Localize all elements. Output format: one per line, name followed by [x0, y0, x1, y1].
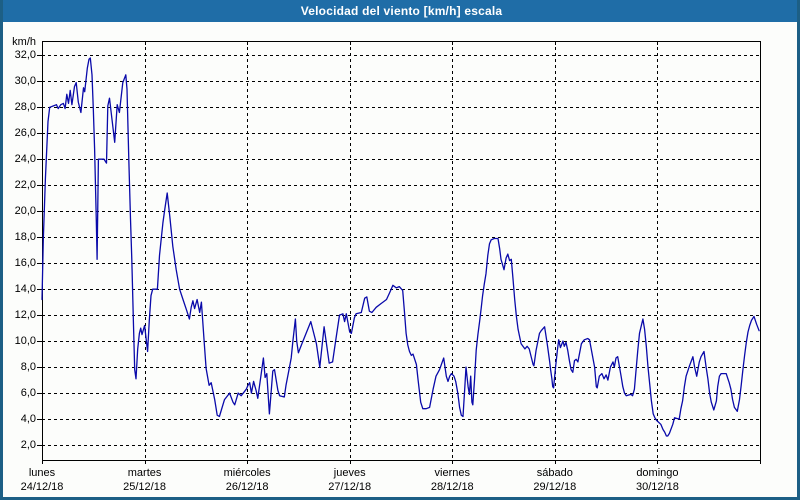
y-tick-label: 24,0: [14, 153, 36, 166]
day-name: domingo: [636, 467, 679, 479]
x-day-label: jueves 27/12/18: [300, 466, 400, 494]
day-date: 27/12/18: [328, 481, 372, 493]
day-name: martes: [127, 467, 162, 479]
y-axis-unit-label: km/h: [12, 36, 36, 49]
day-name: viernes: [434, 467, 471, 479]
y-tick-label: 12,0: [14, 309, 36, 322]
y-tick-label: 6,0: [20, 387, 36, 400]
day-name: lunes: [28, 467, 56, 479]
x-day-label: miércoles 26/12/18: [197, 466, 297, 494]
chart-region: km/h 2,0 4,0 6,0 8,0 10,0 12,0 14,0 16,0 18,0 20,…: [3, 22, 797, 497]
x-day-label: sábado 29/12/18: [505, 466, 605, 494]
y-tick-label: 18,0: [14, 231, 36, 244]
day-date: 30/12/18: [636, 481, 679, 493]
y-tick-label: 10,0: [14, 335, 36, 348]
day-name: miércoles: [223, 467, 271, 479]
x-day-label: martes 25/12/18: [95, 466, 195, 494]
day-name: jueves: [333, 467, 366, 479]
day-date: 24/12/18: [20, 481, 64, 493]
day-date: 28/12/18: [430, 481, 474, 493]
x-day-label: domingo 30/12/18: [607, 466, 707, 494]
y-tick-label: 26,0: [14, 127, 36, 140]
x-day-label: viernes 28/12/18: [402, 466, 502, 494]
day-date: 25/12/18: [123, 481, 166, 493]
window-titlebar: Velocidad del viento [km/h] escala: [3, 0, 797, 22]
y-tick-label: 2,0: [20, 439, 36, 452]
wind-speed-chart: [37, 41, 761, 464]
day-date: 29/12/18: [533, 481, 577, 493]
window-title: Velocidad del viento [km/h] escala: [300, 4, 503, 18]
y-tick-label: 14,0: [14, 283, 36, 296]
y-tick-label: 4,0: [20, 413, 36, 426]
y-tick-label: 32,0: [14, 49, 36, 62]
y-tick-label: 20,0: [14, 205, 36, 218]
y-tick-label: 30,0: [14, 75, 36, 88]
plot-border: [42, 41, 761, 461]
wind-speed-line: [41, 57, 760, 437]
y-tick-label: 22,0: [14, 179, 36, 192]
day-name: sábado: [536, 467, 573, 479]
y-tick-label: 28,0: [14, 101, 36, 114]
y-tick-label: 16,0: [14, 257, 36, 270]
x-day-label: lunes 24/12/18: [3, 466, 92, 494]
y-tick-label: 8,0: [20, 361, 36, 374]
day-date: 26/12/18: [225, 481, 269, 493]
